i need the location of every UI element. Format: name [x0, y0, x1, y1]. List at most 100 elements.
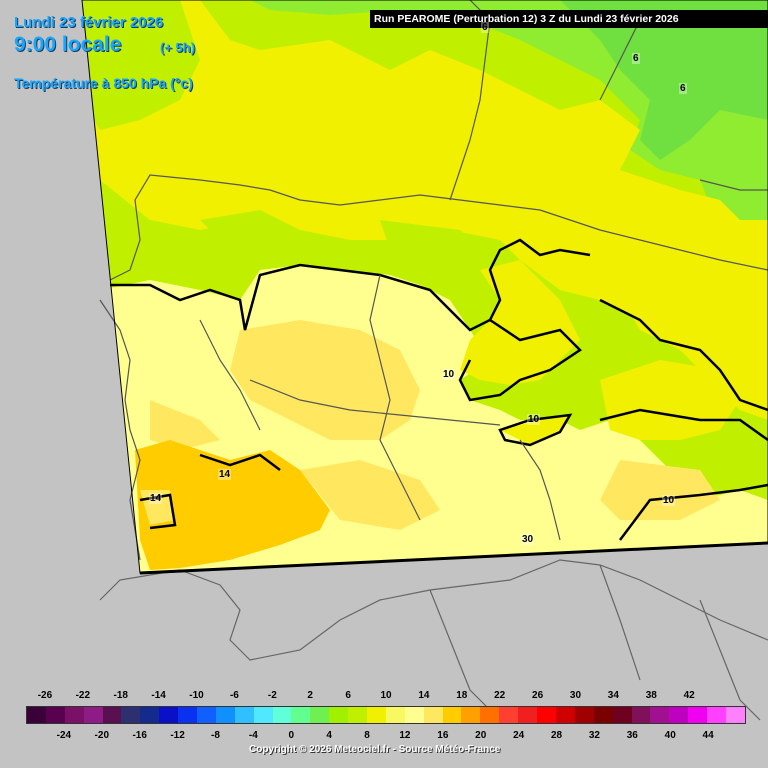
- legend-swatch: [612, 707, 632, 723]
- outside-borders: [99, 559, 768, 721]
- legend-bottom-label: -4: [248, 730, 258, 741]
- contour-label: 6: [632, 53, 640, 64]
- legend-top-label: 34: [607, 690, 619, 701]
- legend-swatch: [423, 707, 443, 723]
- forecast-offset: (+ 5h): [160, 40, 196, 55]
- legend-swatch: [404, 707, 424, 723]
- legend-swatch: [442, 707, 462, 723]
- border-east: [539, 209, 768, 271]
- legend-top-label: -6: [229, 690, 239, 701]
- border-ne2: [599, 19, 641, 101]
- legend-top-label: 22: [494, 690, 506, 701]
- legend-bottom-label: 24: [513, 730, 525, 741]
- legend-bottom-label: -16: [132, 730, 147, 741]
- domain-outline: [81, 0, 768, 574]
- contour-10-east-south: [599, 408, 768, 442]
- domain-bottom-edge: [139, 541, 768, 575]
- band-6-8-patch2: [380, 220, 480, 260]
- legend-bottom-label: -8: [211, 730, 220, 741]
- band-6-8-west: [82, 0, 200, 130]
- legend-top-label: -22: [75, 690, 91, 701]
- contour-label: 10: [662, 495, 676, 506]
- legend-swatch: [27, 707, 46, 723]
- legend-swatch: [555, 707, 575, 723]
- forecast-date: Lundi 23 février 2026: [14, 14, 164, 31]
- legend-swatch: [253, 707, 273, 723]
- legend-bottom-label: 36: [626, 730, 638, 741]
- border-inner-3: [199, 319, 261, 431]
- legend-bottom-label: -24: [56, 730, 72, 741]
- legend-swatch: [707, 707, 726, 723]
- legend-swatch: [499, 707, 519, 723]
- legend-top-label: 6: [345, 690, 351, 701]
- legend-swatch: [83, 707, 103, 723]
- legend-swatch: [385, 707, 405, 723]
- legend-swatch: [102, 707, 122, 723]
- legend-swatch: [215, 707, 235, 723]
- legend-bottom-label: -12: [170, 730, 185, 741]
- contour-10-east: [599, 298, 768, 412]
- contour-10-small: [498, 413, 573, 447]
- contour-label: 6: [481, 22, 489, 33]
- legend-swatch: [480, 707, 500, 723]
- legend-top-label: 10: [380, 690, 392, 701]
- band-12-14-b: [300, 460, 440, 530]
- legend-bottom-label: 40: [664, 730, 676, 741]
- legend-swatch: [64, 707, 84, 723]
- contour-label: 14: [218, 469, 232, 480]
- coast-north: [109, 174, 541, 281]
- legend-bottom-label: 28: [550, 730, 563, 741]
- legend-top-label: 2: [307, 690, 313, 701]
- band-12-14: [230, 320, 420, 440]
- contour-10-south: [619, 483, 768, 541]
- legend-top-label: -18: [113, 690, 128, 701]
- band-12-14-d: [600, 460, 720, 520]
- parameter-title: Température à 850 hPa (°c): [14, 75, 193, 91]
- contour-label: 10: [527, 414, 541, 425]
- legend-swatch: [461, 707, 481, 723]
- band-8-10-island: [460, 260, 580, 385]
- contour-10-island: [458, 318, 582, 402]
- legend-top-label: 26: [532, 690, 544, 701]
- contour-14-west: [139, 493, 177, 530]
- legend-swatch: [197, 707, 216, 723]
- legend-swatch: [272, 707, 292, 723]
- legend-swatch: [329, 707, 349, 723]
- legend-bottom-label: 32: [588, 730, 600, 741]
- band-8-10: [82, 0, 768, 420]
- legend-bottom-label: 12: [399, 730, 411, 741]
- coast-south-4: [699, 599, 761, 721]
- contour-label: 30: [521, 534, 535, 545]
- legend-top-label: 42: [683, 690, 695, 701]
- legend-bottom-label: -20: [94, 730, 110, 741]
- border-inner-1: [369, 274, 421, 521]
- legend-bottom-label: 4: [326, 730, 332, 741]
- legend-swatch: [121, 707, 141, 723]
- legend-bottom-label: 44: [702, 730, 714, 741]
- band-6-8-patch: [200, 210, 300, 250]
- contour-label: 6: [679, 83, 687, 94]
- border-inner-2: [249, 379, 501, 426]
- band-4-6-dark: [560, 0, 768, 160]
- legend-swatch: [669, 707, 689, 723]
- legend-swatch: [140, 707, 160, 723]
- legend-top-label: -26: [37, 690, 53, 701]
- legend-swatch: [631, 707, 651, 723]
- legend-bottom-label: 8: [364, 730, 370, 741]
- legend-swatch: [650, 707, 670, 723]
- copyright-text: Copyright © 2026 Meteociel.fr - Source M…: [249, 744, 501, 755]
- legend-swatch: [574, 707, 594, 723]
- band-14-16: [135, 440, 330, 570]
- legend-swatch: [367, 707, 386, 723]
- legend-top-label: 30: [569, 690, 582, 701]
- legend-swatch: [159, 707, 179, 723]
- contour-14: [199, 453, 281, 471]
- contour-label: 10: [442, 369, 456, 380]
- legend-swatch: [348, 707, 368, 723]
- legend-bottom-label: 0: [288, 730, 295, 741]
- run-banner: Run PEAROME (Perturbation 12) 3 Z du Lun…: [370, 10, 768, 28]
- legend-swatch: [518, 707, 538, 723]
- legend-swatch: [310, 707, 330, 723]
- forecast-hour: 9:00 locale: [14, 33, 122, 56]
